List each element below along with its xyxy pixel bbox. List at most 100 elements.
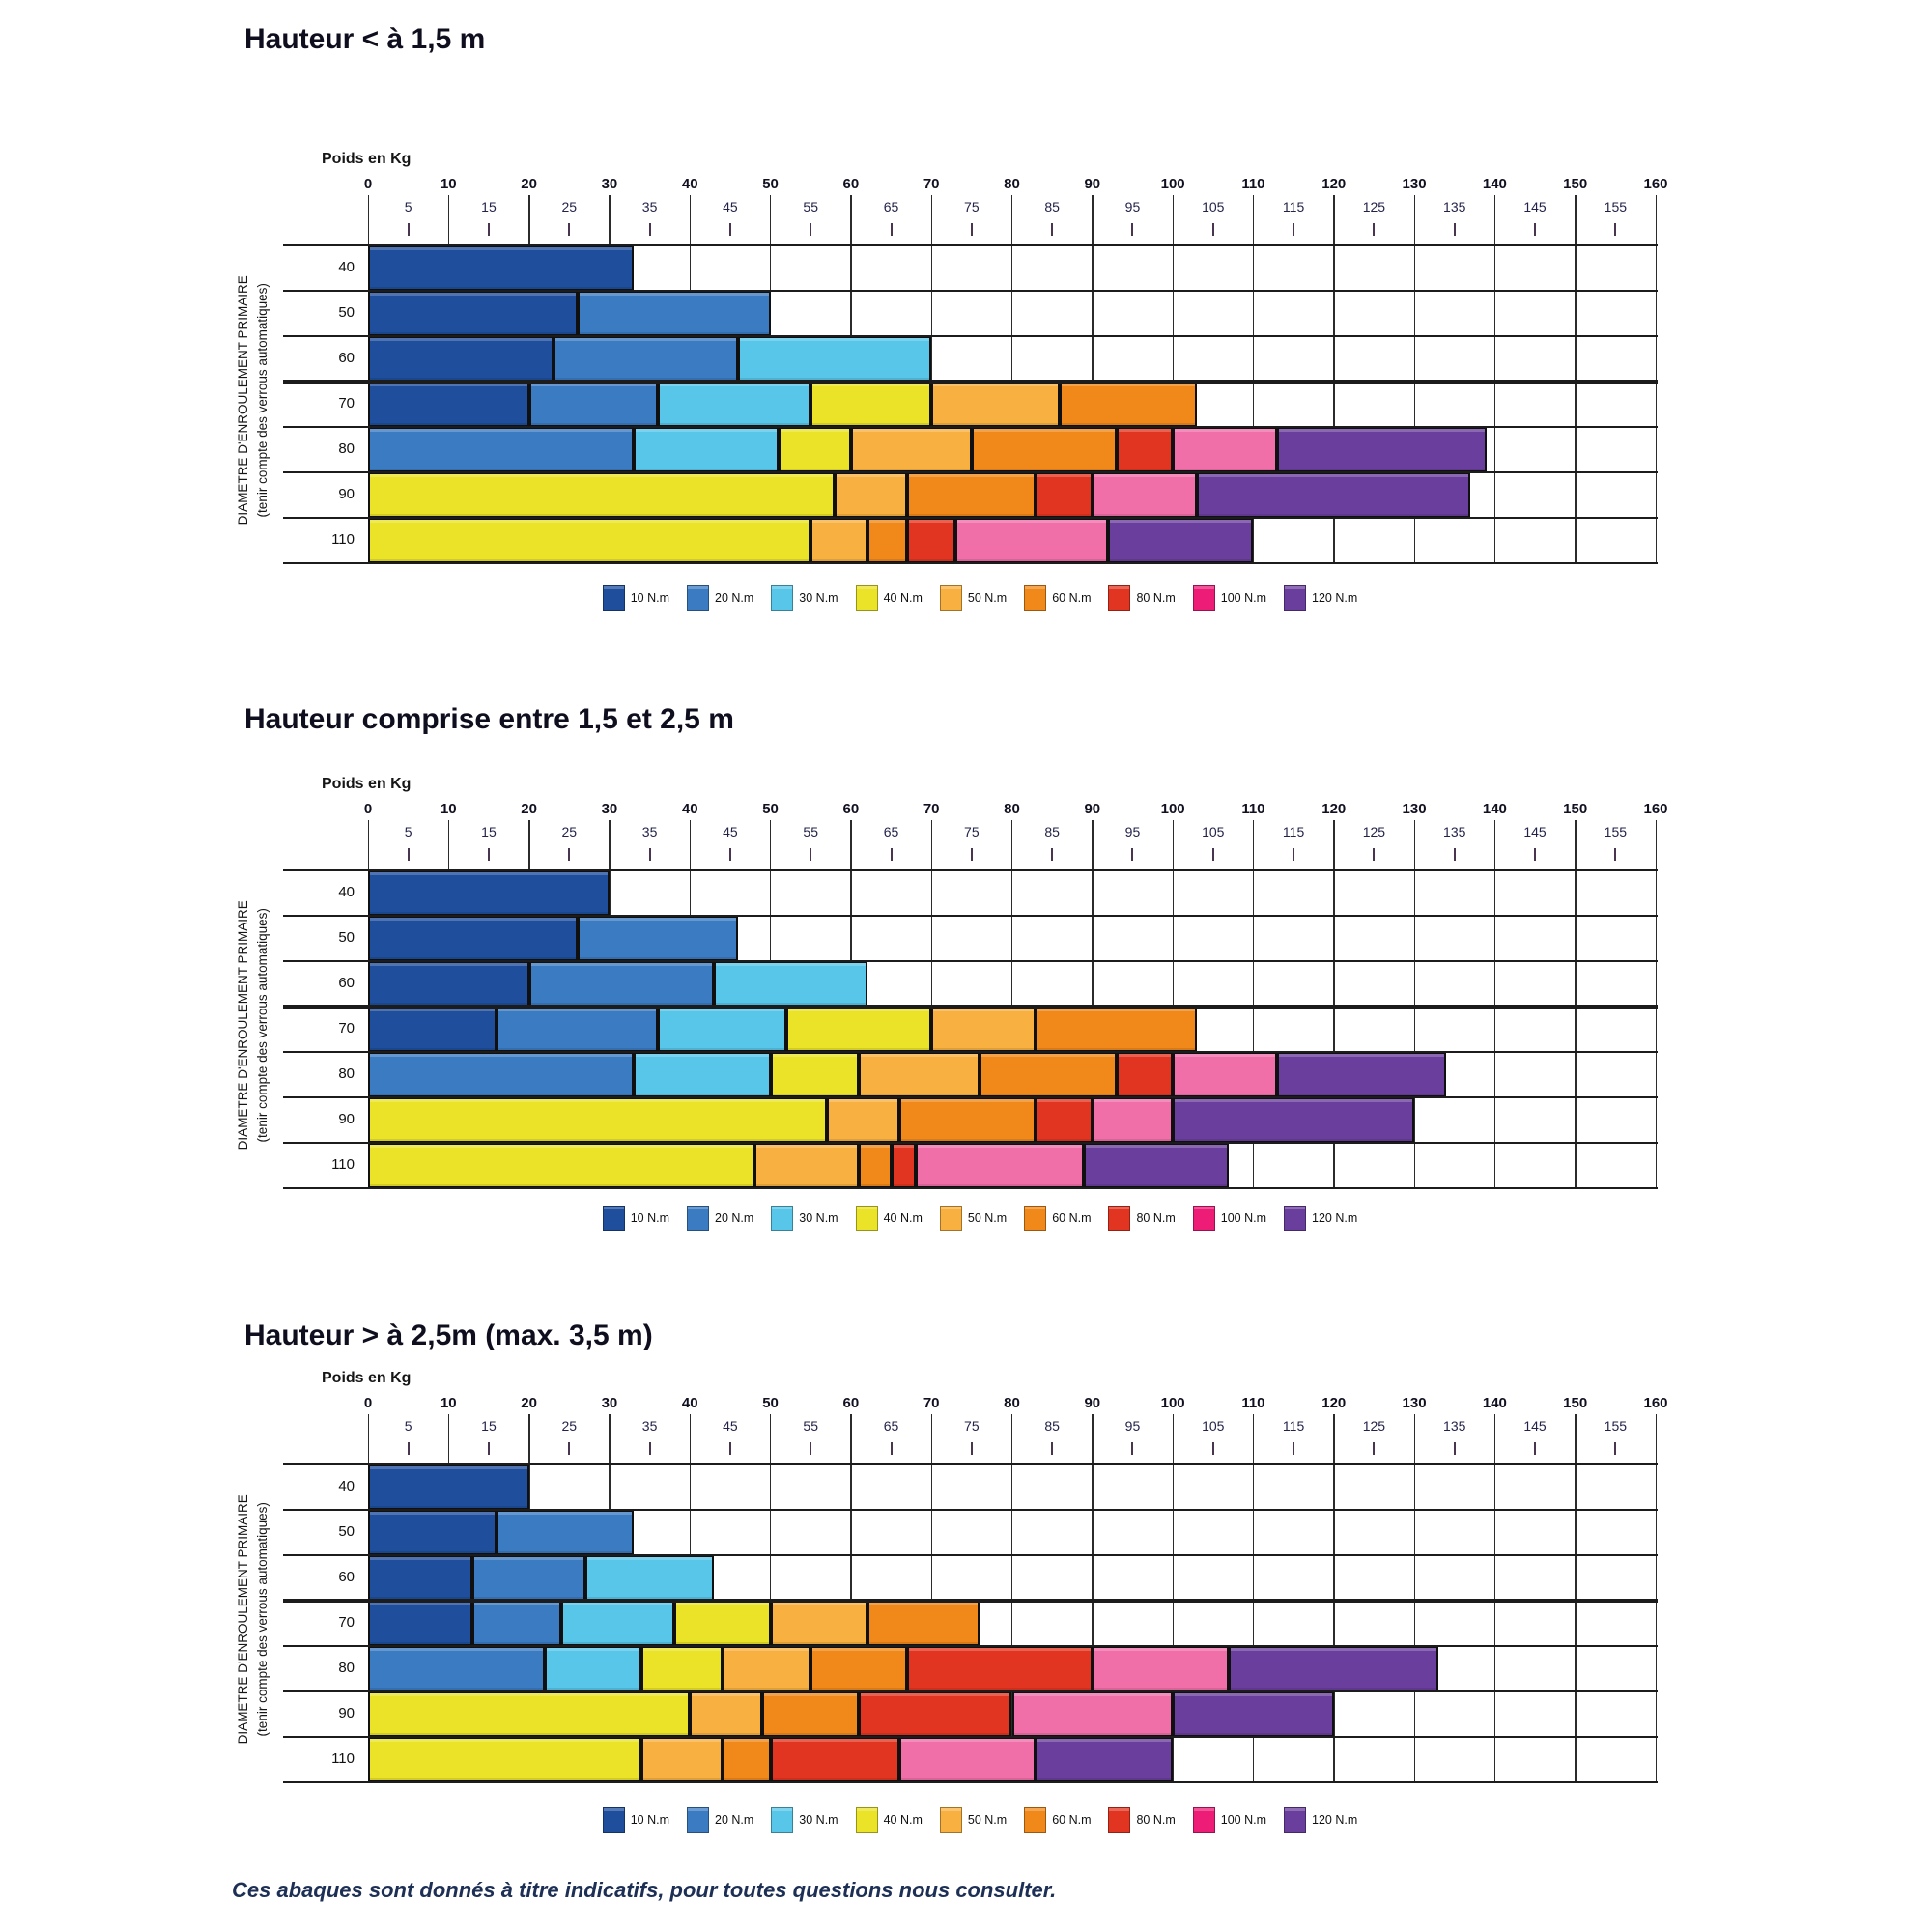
bar-segment [1036, 472, 1093, 518]
x-minor-label: 45 [723, 824, 738, 839]
x-major-label: 80 [1004, 176, 1020, 192]
x-major-label: 50 [762, 1395, 779, 1411]
bar-segment [867, 518, 908, 563]
legend-item: 20 N.m [687, 1807, 753, 1833]
row-boundary-line [283, 1780, 1658, 1784]
grid-line-vertical [1252, 1414, 1255, 1782]
x-minor-tick [407, 1442, 410, 1455]
y-axis-title-line1: DIAMETRE D'ENROULEMENT PRIMAIRE [235, 899, 250, 1150]
row-label: 90 [338, 1705, 355, 1721]
grid-line-vertical [1011, 1414, 1013, 1782]
legend-swatch [939, 585, 962, 611]
x-minor-label: 65 [883, 824, 899, 839]
legend-label: 20 N.m [715, 1211, 754, 1225]
bar-segment [850, 427, 972, 472]
x-minor-tick [1051, 223, 1054, 236]
x-minor-label: 5 [404, 1418, 412, 1434]
bar-segment [1116, 1052, 1174, 1097]
legend-swatch [1024, 1807, 1047, 1833]
row-boundary-line [283, 426, 1658, 428]
bar-segment [1277, 1052, 1447, 1097]
bar-segment [1060, 382, 1198, 427]
bar-segment [931, 1007, 1037, 1052]
x-major-label: 160 [1643, 1395, 1668, 1411]
row-boundary-line [283, 1736, 1658, 1738]
chart-title: Hauteur > à 2,5m (max. 3,5 m) [244, 1320, 653, 1351]
row-boundary-line [283, 335, 1658, 337]
grid-line-vertical [1011, 820, 1013, 1188]
bar-segment [907, 518, 956, 563]
bar-segment [368, 1737, 642, 1782]
legend-label: 120 N.m [1312, 1813, 1358, 1827]
x-minor-label: 65 [883, 1418, 899, 1434]
bar-segment [898, 1737, 1037, 1782]
bar-segment [641, 1737, 723, 1782]
x-minor-tick [1293, 223, 1295, 236]
legend-label: 50 N.m [967, 591, 1008, 605]
y-axis-title-line2: (tenir compte des verrous automatiques) [255, 282, 270, 517]
x-minor-tick [1051, 1442, 1054, 1455]
x-major-label: 130 [1402, 176, 1427, 192]
x-minor-label: 135 [1443, 824, 1466, 839]
legend-label: 30 N.m [799, 591, 838, 605]
bar-segment [553, 336, 739, 382]
bar-segment [810, 518, 867, 563]
bar-segment [1173, 1097, 1415, 1143]
x-minor-tick [1373, 223, 1376, 236]
legend-swatch [1024, 585, 1047, 611]
bar-segment [1108, 518, 1254, 563]
legend-item: 120 N.m [1284, 585, 1357, 611]
bar-segment [1116, 427, 1174, 472]
bar-segment [859, 1691, 1012, 1737]
legend-label: 20 N.m [715, 1813, 754, 1827]
bar-segment [1084, 1143, 1230, 1188]
x-major-label: 30 [601, 1395, 618, 1411]
x-minor-tick [648, 1442, 651, 1455]
x-major-label: 20 [521, 1395, 537, 1411]
x-minor-tick [648, 223, 651, 236]
x-major-label: 150 [1563, 801, 1588, 817]
x-minor-tick [648, 848, 651, 861]
legend-item: 30 N.m [771, 1206, 838, 1231]
bar-segment [472, 1555, 585, 1601]
grid-line-vertical [1333, 820, 1335, 1188]
x-major-label: 150 [1563, 176, 1588, 192]
legend-swatch [939, 1807, 962, 1833]
x-minor-tick [568, 848, 571, 861]
legend-swatch [1108, 1206, 1131, 1231]
row-boundary-line [283, 1599, 1658, 1603]
legend-label: 80 N.m [1136, 1211, 1176, 1225]
bar-segment [368, 245, 634, 291]
row-boundary-line [283, 471, 1658, 473]
legend-item: 10 N.m [602, 1206, 669, 1231]
x-minor-label: 95 [1124, 1418, 1141, 1434]
x-minor-tick [1211, 1442, 1214, 1455]
legend: 10 N.m 20 N.m 30 N.m 40 N.m 50 N.m 60 N.m 80 N… [336, 1807, 1624, 1833]
bar-segment [673, 1601, 771, 1646]
bar-segment [898, 1097, 1037, 1143]
x-minor-tick [970, 1442, 973, 1455]
x-minor-label: 15 [481, 824, 497, 839]
x-axis-title: Poids en Kg [322, 1370, 412, 1386]
x-minor-tick [1534, 848, 1537, 861]
legend-swatch [602, 585, 625, 611]
bar-segment [915, 1143, 1085, 1188]
bar-segment [368, 427, 634, 472]
bar-segment [1173, 1052, 1278, 1097]
bar-segment [497, 1510, 634, 1555]
x-minor-tick [728, 1442, 731, 1455]
x-minor-label: 135 [1443, 1418, 1466, 1434]
bar-segment [633, 427, 779, 472]
grid-line-vertical [1333, 1414, 1335, 1782]
legend-item: 50 N.m [939, 1206, 1007, 1231]
legend-item: 40 N.m [855, 585, 923, 611]
x-minor-label: 25 [561, 1418, 578, 1434]
bar-segment [722, 1737, 771, 1782]
bar-segment [1092, 472, 1198, 518]
legend-swatch [1284, 585, 1307, 611]
x-minor-tick [728, 848, 731, 861]
legend-item: 60 N.m [1024, 585, 1091, 611]
x-major-label: 20 [521, 801, 537, 817]
legend-swatch [602, 1807, 625, 1833]
